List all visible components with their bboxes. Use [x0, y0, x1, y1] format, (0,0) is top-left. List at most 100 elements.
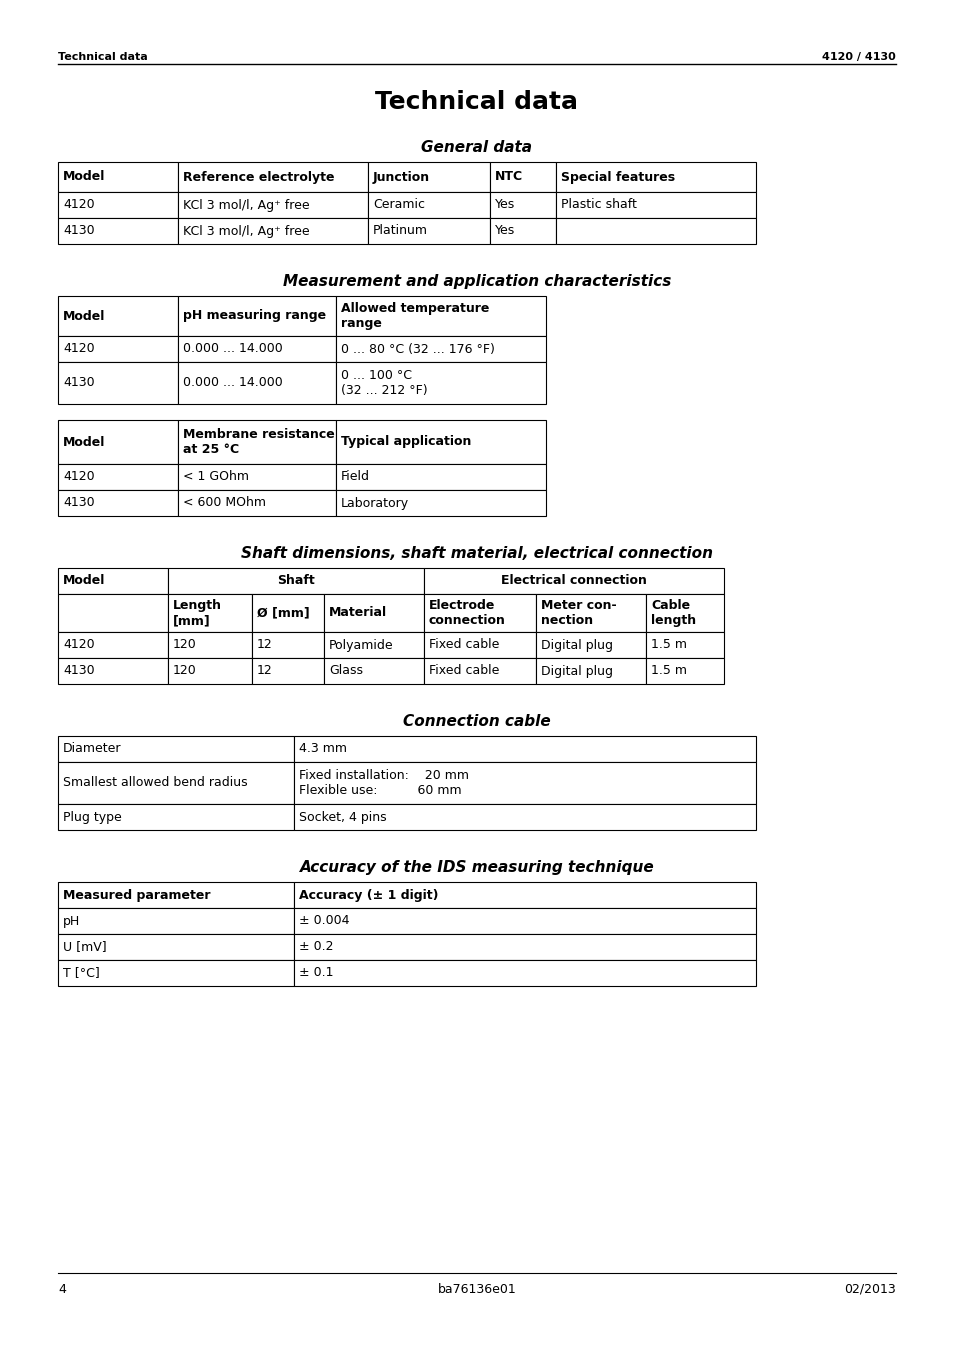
Text: Technical data: Technical data: [375, 91, 578, 113]
Bar: [58, 658, 168, 684]
Bar: [58, 961, 294, 986]
Text: 4130: 4130: [63, 665, 94, 677]
Bar: [294, 934, 755, 961]
Bar: [294, 804, 755, 830]
Text: Polyamide: Polyamide: [329, 639, 394, 651]
Text: 4130: 4130: [63, 497, 94, 509]
Text: Connection cable: Connection cable: [403, 713, 550, 730]
Bar: [294, 736, 755, 762]
Bar: [368, 192, 490, 218]
Bar: [58, 594, 168, 632]
Text: 4.3 mm: 4.3 mm: [298, 743, 347, 755]
Bar: [294, 961, 755, 986]
Bar: [294, 882, 755, 908]
Bar: [58, 762, 294, 804]
Bar: [335, 296, 545, 336]
Text: 12: 12: [256, 665, 273, 677]
Text: pH: pH: [63, 915, 80, 928]
Text: Junction: Junction: [373, 170, 430, 184]
Bar: [58, 463, 178, 490]
Text: Plug type: Plug type: [63, 811, 122, 824]
Text: Model: Model: [63, 435, 105, 449]
Text: ± 0.1: ± 0.1: [298, 966, 334, 979]
Bar: [335, 420, 545, 463]
Text: 120: 120: [172, 639, 196, 651]
Bar: [178, 362, 335, 404]
Bar: [58, 362, 178, 404]
Text: Measurement and application characteristics: Measurement and application characterist…: [282, 274, 671, 289]
Bar: [58, 296, 178, 336]
Bar: [335, 362, 545, 404]
Bar: [58, 804, 294, 830]
Bar: [368, 218, 490, 245]
Text: Electrical connection: Electrical connection: [500, 574, 646, 588]
Text: Length
[mm]: Length [mm]: [172, 598, 222, 627]
Bar: [556, 218, 755, 245]
Bar: [645, 658, 723, 684]
Bar: [324, 658, 423, 684]
Bar: [423, 567, 723, 594]
Text: Reference electrolyte: Reference electrolyte: [183, 170, 335, 184]
Text: 0.000 ... 14.000: 0.000 ... 14.000: [183, 377, 282, 389]
Bar: [423, 658, 536, 684]
Text: 4130: 4130: [63, 224, 94, 238]
Bar: [178, 162, 368, 192]
Bar: [178, 296, 335, 336]
Text: Meter con-
nection: Meter con- nection: [540, 598, 616, 627]
Text: < 600 MOhm: < 600 MOhm: [183, 497, 266, 509]
Bar: [368, 162, 490, 192]
Text: pH measuring range: pH measuring range: [183, 309, 326, 323]
Text: Accuracy (± 1 digit): Accuracy (± 1 digit): [298, 889, 438, 901]
Bar: [178, 336, 335, 362]
Bar: [645, 594, 723, 632]
Text: Shaft: Shaft: [276, 574, 314, 588]
Text: 0 ... 80 °C (32 ... 176 °F): 0 ... 80 °C (32 ... 176 °F): [340, 343, 495, 355]
Text: Electrode
connection: Electrode connection: [429, 598, 505, 627]
Bar: [536, 594, 645, 632]
Bar: [423, 632, 536, 658]
Bar: [58, 490, 178, 516]
Bar: [168, 632, 252, 658]
Bar: [178, 420, 335, 463]
Bar: [324, 632, 423, 658]
Bar: [335, 336, 545, 362]
Text: Socket, 4 pins: Socket, 4 pins: [298, 811, 386, 824]
Text: 02/2013: 02/2013: [843, 1283, 895, 1296]
Text: General data: General data: [421, 141, 532, 155]
Bar: [423, 594, 536, 632]
Text: Yes: Yes: [495, 199, 515, 212]
Text: U [mV]: U [mV]: [63, 940, 107, 954]
Bar: [490, 192, 556, 218]
Text: Fixed cable: Fixed cable: [429, 639, 498, 651]
Text: NTC: NTC: [495, 170, 522, 184]
Bar: [335, 490, 545, 516]
Text: 1.5 m: 1.5 m: [650, 639, 686, 651]
Text: Typical application: Typical application: [340, 435, 471, 449]
Text: 0 ... 100 °C
(32 ... 212 °F): 0 ... 100 °C (32 ... 212 °F): [340, 369, 427, 397]
Text: 4120: 4120: [63, 199, 94, 212]
Text: Glass: Glass: [329, 665, 363, 677]
Bar: [58, 192, 178, 218]
Text: Digital plug: Digital plug: [540, 639, 613, 651]
Text: 4120: 4120: [63, 343, 94, 355]
Text: Fixed installation:    20 mm
Flexible use:          60 mm: Fixed installation: 20 mm Flexible use: …: [298, 769, 469, 797]
Text: 4120 / 4130: 4120 / 4130: [821, 51, 895, 62]
Text: 1.5 m: 1.5 m: [650, 665, 686, 677]
Bar: [252, 658, 324, 684]
Text: Digital plug: Digital plug: [540, 665, 613, 677]
Text: Ceramic: Ceramic: [373, 199, 424, 212]
Text: Model: Model: [63, 574, 105, 588]
Text: Cable
length: Cable length: [650, 598, 696, 627]
Bar: [58, 218, 178, 245]
Text: T [°C]: T [°C]: [63, 966, 100, 979]
Text: Model: Model: [63, 170, 105, 184]
Bar: [324, 594, 423, 632]
Bar: [168, 658, 252, 684]
Text: Yes: Yes: [495, 224, 515, 238]
Bar: [490, 218, 556, 245]
Bar: [58, 632, 168, 658]
Text: Smallest allowed bend radius: Smallest allowed bend radius: [63, 777, 248, 789]
Bar: [178, 192, 368, 218]
Text: Technical data: Technical data: [58, 51, 148, 62]
Bar: [58, 736, 294, 762]
